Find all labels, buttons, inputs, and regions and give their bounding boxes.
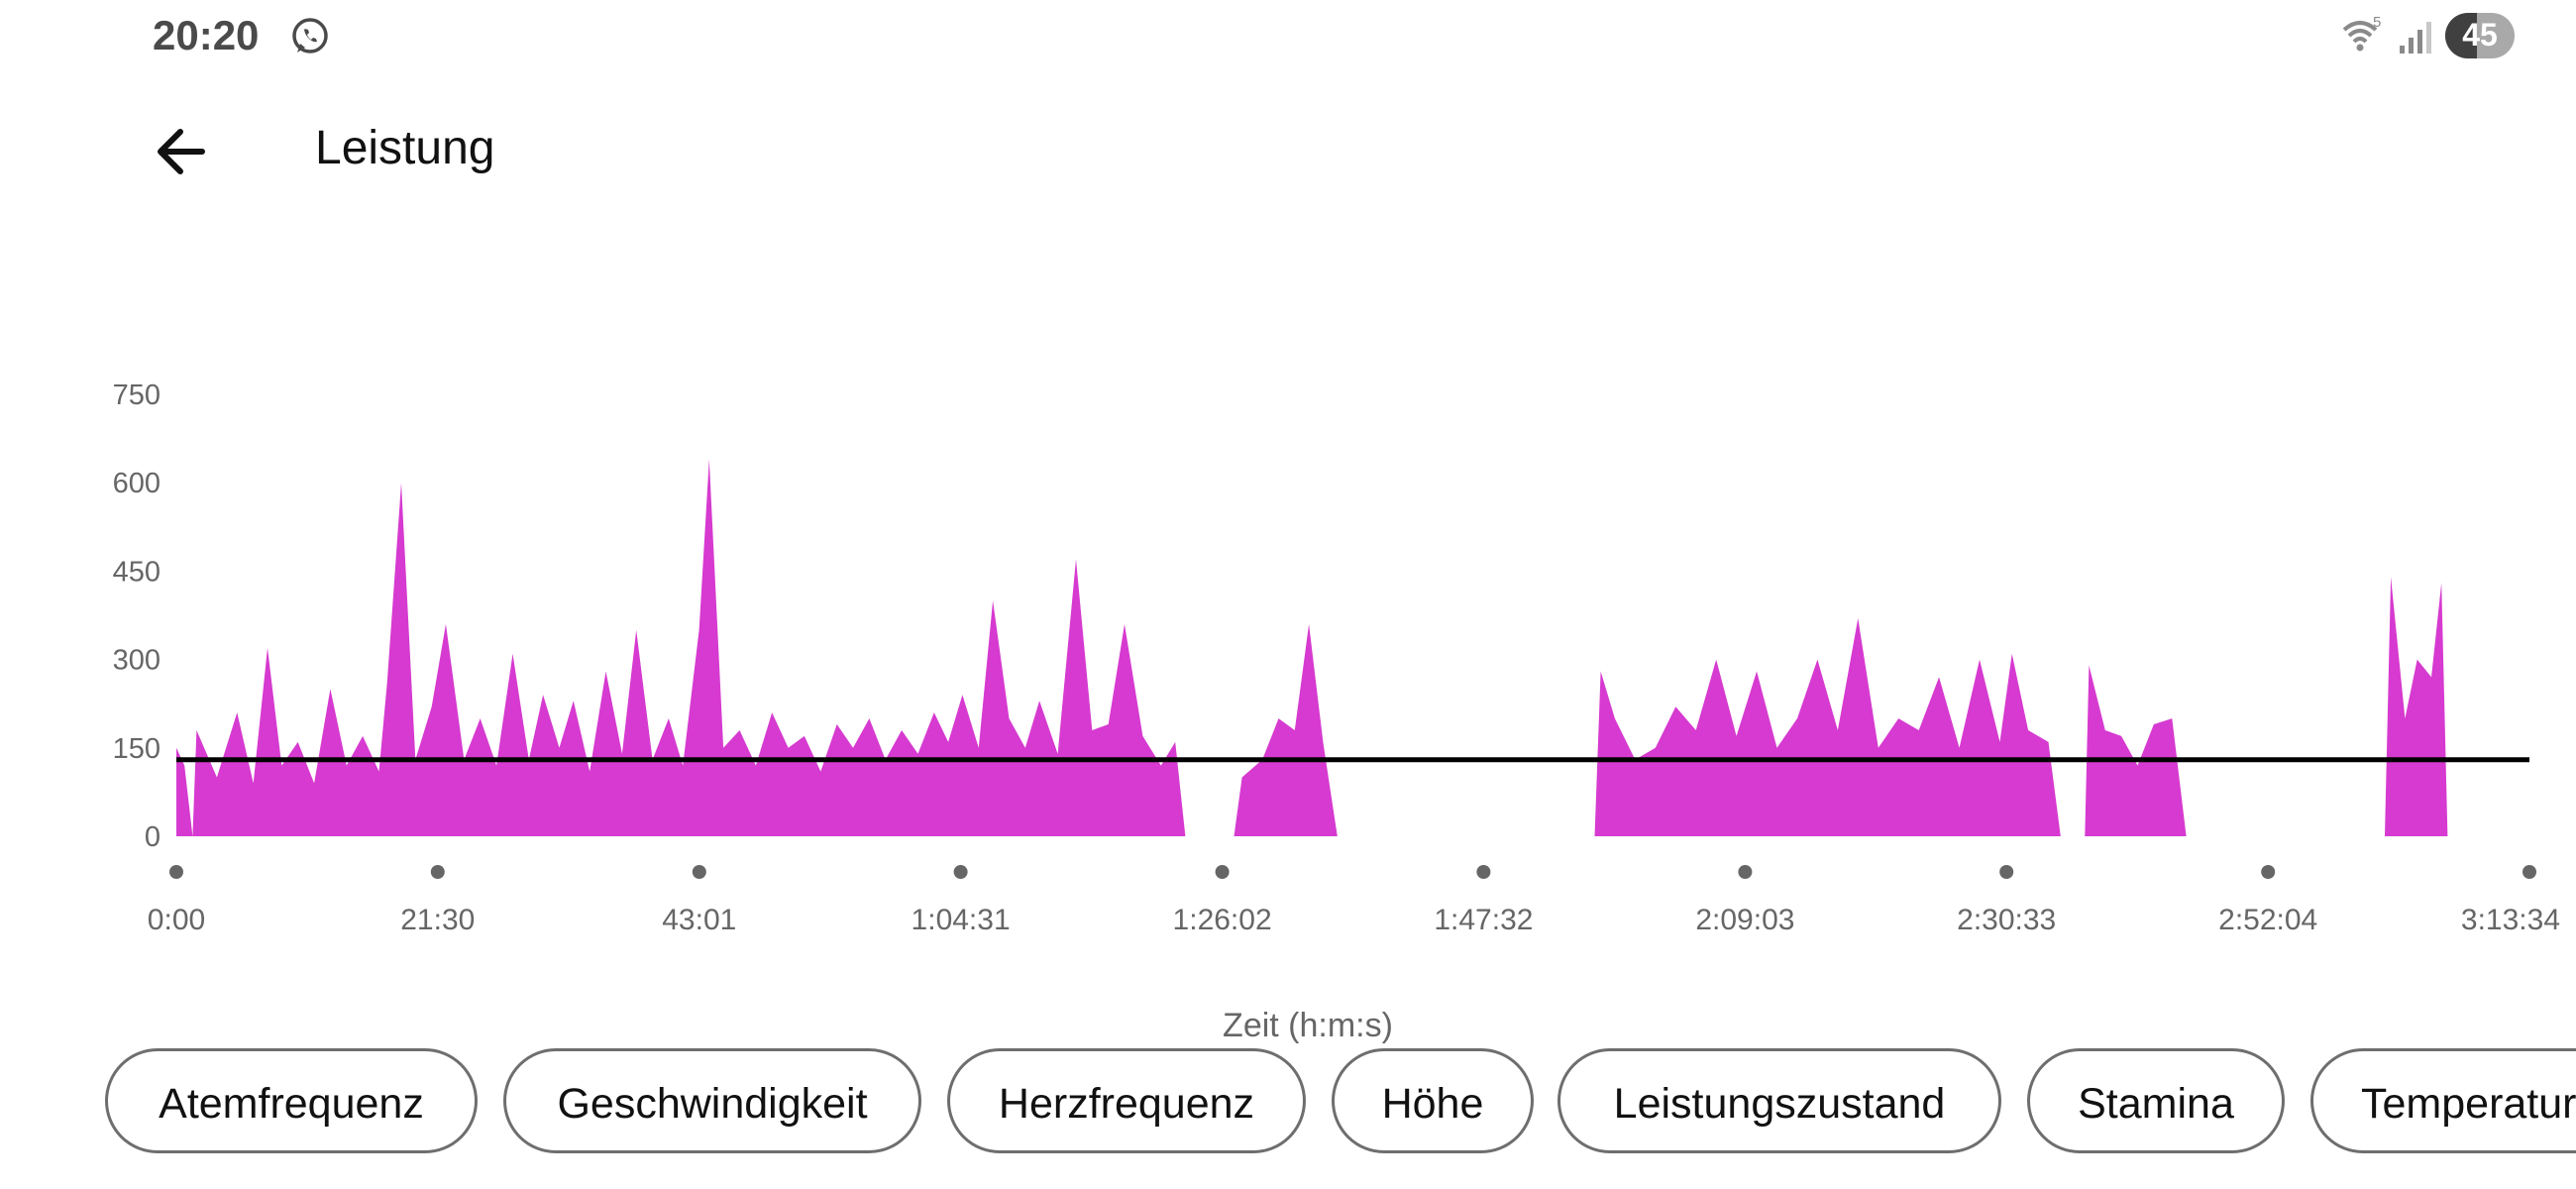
x-axis: 0:00 21:30 43:01 1:04:31 1:26:02 1:47:32 2:09:… (148, 865, 2560, 936)
y-tick-label: 0 (145, 821, 161, 853)
x-tick-dot (692, 865, 706, 879)
x-tick-label: 0:00 (148, 904, 205, 936)
wifi-icon: 5 (2342, 14, 2381, 52)
power-chart: 0 150 300 450 600 750 0:00 21:30 43:01 1:04:31 1:… (113, 379, 2560, 1044)
x-tick-dot (1999, 865, 2014, 879)
chip-temperatur[interactable]: Temperatur (2310, 1048, 2576, 1153)
status-time: 20:20 (153, 12, 260, 58)
x-tick-dot (1476, 865, 1491, 879)
y-tick-label: 450 (113, 556, 161, 588)
x-tick-dot (430, 865, 445, 879)
battery-icon: 45 (2445, 13, 2515, 58)
x-tick-label: 1:26:02 (1173, 904, 1272, 936)
power-area-series (176, 459, 2448, 836)
chip-stamina[interactable]: Stamina (2027, 1048, 2285, 1153)
y-tick-label: 300 (113, 645, 161, 677)
x-tick-label: 2:52:04 (2218, 904, 2317, 936)
x-tick-dot (169, 865, 183, 879)
x-tick-dot (2261, 865, 2276, 879)
chip-hoehe[interactable]: Höhe (1332, 1048, 1534, 1153)
metric-chip-bar: Atemfrequenz Geschwindigkeit Herzfrequen… (0, 1048, 2576, 1159)
y-tick-label: 600 (113, 468, 161, 499)
app-bar: Leistung (0, 99, 2576, 208)
battery-level-fill (2445, 13, 2477, 58)
x-tick-dot (2522, 865, 2536, 879)
y-axis: 0 150 300 450 600 750 (113, 379, 161, 853)
battery-percent: 45 (2462, 17, 2498, 53)
x-axis-title: Zeit (h:m:s) (1223, 1007, 1393, 1044)
x-tick-dot (1215, 865, 1230, 879)
x-tick-label: 21:30 (400, 904, 475, 936)
whatsapp-icon (292, 18, 328, 54)
page-title: Leistung (315, 122, 495, 174)
chip-atemfrequenz[interactable]: Atemfrequenz (105, 1048, 478, 1153)
chip-herzfrequenz[interactable]: Herzfrequenz (947, 1048, 1306, 1153)
x-tick-dot (953, 865, 968, 879)
svg-text:5: 5 (2373, 14, 2381, 31)
x-tick-label: 3:13:34 (2461, 904, 2560, 936)
y-tick-label: 750 (113, 379, 161, 411)
y-tick-label: 150 (113, 733, 161, 765)
status-bar: 20:20 5 45 (0, 0, 2576, 79)
chip-geschwindigkeit[interactable]: Geschwindigkeit (503, 1048, 921, 1153)
x-tick-label: 43:01 (662, 904, 736, 936)
system-status-icons: 5 (2342, 14, 2431, 54)
chip-leistungszustand[interactable]: Leistungszustand (1557, 1048, 2001, 1153)
x-tick-label: 1:47:32 (1434, 904, 1533, 936)
x-tick-label: 2:09:03 (1695, 904, 1794, 936)
x-tick-label: 1:04:31 (912, 904, 1011, 936)
signal-icon (2400, 22, 2431, 54)
x-tick-dot (1738, 865, 1753, 879)
arrow-left-icon[interactable] (149, 119, 214, 184)
x-tick-label: 2:30:33 (1957, 904, 2056, 936)
